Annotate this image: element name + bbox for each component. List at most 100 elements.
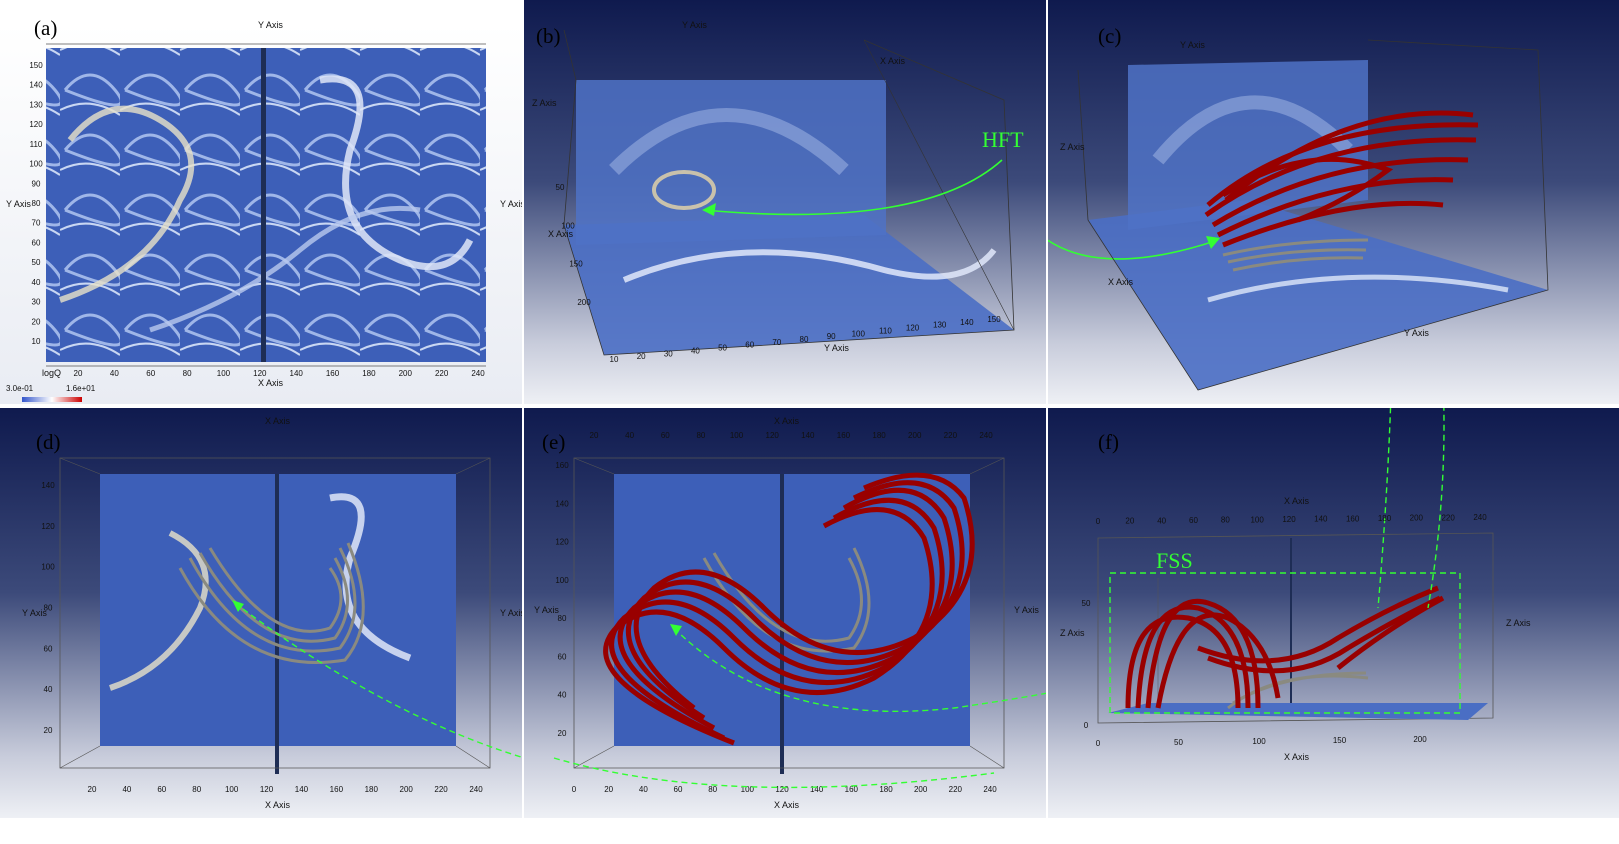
divider-d: [275, 474, 279, 774]
colorbar-title: logQ: [42, 368, 61, 378]
c-y-axis-label: Y Axis: [1404, 328, 1429, 338]
a-x-axis-label: X Axis: [258, 378, 284, 388]
panel-label-d: (d): [36, 430, 61, 454]
e-x-tick: 180: [872, 431, 886, 440]
box-e-edge-4: [969, 457, 1005, 475]
f-z-axis-label-right: Z Axis: [1506, 618, 1531, 628]
swirl-c-1: [1152, 95, 1353, 165]
panel-b: HFT 10 20 30 40 50 60 70 80 90 100 110 120 130 140 150…: [524, 0, 1046, 404]
b-y-tick: 40: [691, 346, 700, 355]
e-y-tick: 100: [555, 576, 569, 585]
a-x-tick: 20: [74, 369, 83, 378]
a-y-tick: 70: [32, 219, 41, 228]
hft-arrow-c: [1048, 239, 1219, 260]
a-y-tick: 120: [29, 120, 43, 129]
e-y-tick: 40: [558, 691, 567, 700]
e-y-tick: 140: [555, 499, 569, 508]
b-y-tick: 80: [800, 335, 809, 344]
b-y-tick: 10: [610, 355, 619, 364]
e-x-tick: 40: [625, 431, 634, 440]
panel-e: 20 40 60 80 100 120 140 160 180 200 220 240 0 20 40 60…: [524, 408, 1046, 818]
e-y-axis-label: Y Axis: [534, 605, 559, 615]
d-x-tick: 240: [469, 785, 483, 794]
e-y-tick: 60: [558, 652, 567, 661]
panel-f: FSS 0 20 40 60 80 100 120 140 160 180 200 220 240 0 5…: [1048, 408, 1619, 818]
panel-label-f: (f): [1098, 430, 1119, 454]
e-xb-tick: 180: [879, 785, 893, 794]
e-y-tick: 160: [555, 461, 569, 470]
a-y-tick: 40: [32, 278, 41, 287]
f-xb-tick: 0: [1096, 739, 1101, 748]
b-y-tick: 110: [879, 326, 892, 335]
d-x-tick: 160: [330, 785, 344, 794]
d-x-tick: 120: [260, 785, 274, 794]
c-box: [1077, 39, 1549, 391]
b-y-tick: 90: [827, 332, 836, 341]
f-xb-tick: 100: [1252, 737, 1266, 746]
d-y-tick: 40: [44, 685, 53, 694]
a-y-axis-label-left: Y Axis: [6, 199, 31, 209]
d-x-axis-label: X Axis: [265, 800, 291, 810]
b-z-axis-label: Z Axis: [532, 98, 557, 108]
f-x-tick: 100: [1250, 515, 1264, 524]
fss-arrowhead-e: [670, 624, 682, 636]
e-x-tick: 220: [944, 431, 958, 440]
swirl-d-2: [329, 493, 412, 662]
f-x-tick: 180: [1378, 514, 1392, 523]
e-xb-tick: 120: [775, 785, 789, 794]
d-y-tick: 120: [41, 522, 55, 531]
a-x-tick: 160: [326, 369, 340, 378]
d-x-tick: 20: [88, 785, 97, 794]
f-xb-tick: 200: [1413, 735, 1427, 744]
slice-b-wall: [576, 80, 886, 245]
sheared-field-c: [1222, 238, 1369, 272]
e-x-tick: 160: [837, 431, 851, 440]
e-xb-tick: 220: [949, 785, 963, 794]
panel-label-a: (a): [34, 16, 58, 40]
e-xb-tick: 80: [708, 785, 717, 794]
sheared-field-d: [178, 542, 365, 665]
c-z-axis-label: Z Axis: [1060, 142, 1085, 152]
f-x-tick: 160: [1346, 514, 1360, 523]
panel-c: X Axis Y Axis Z Axis Y Axis (c): [1048, 0, 1619, 404]
a-y-tick: 90: [32, 179, 41, 188]
colorbar: [22, 397, 82, 402]
b-x-tick: 50: [556, 183, 565, 192]
panel-label-b: (b): [536, 24, 561, 48]
b-y-tick: 120: [906, 324, 920, 333]
f-x-tick: 0: [1096, 517, 1101, 526]
flux-rope-e: [603, 472, 975, 746]
f-xb-tick: 50: [1174, 738, 1183, 747]
d-y-tick: 60: [44, 644, 53, 653]
a-x-tick: 120: [253, 369, 267, 378]
swirl-c-2: [1207, 274, 1509, 303]
b-y-tick: 130: [933, 321, 947, 330]
a-x-tick: 180: [362, 369, 376, 378]
divider-a: [261, 48, 266, 362]
e-xb-tick: 140: [810, 785, 824, 794]
e-xb-tick: 160: [845, 785, 859, 794]
hft-arrow-b: [703, 159, 1003, 216]
d-x-tick: 80: [192, 785, 201, 794]
b-y-tick: 20: [637, 352, 646, 361]
b-y-tick: 100: [852, 329, 866, 338]
c-y-axis-label-top: Y Axis: [1180, 40, 1205, 50]
swirl-d-1: [109, 530, 209, 691]
e-xb-tick: 60: [674, 785, 683, 794]
a-y-tick: 80: [32, 199, 41, 208]
a-x-tick: 200: [399, 369, 413, 378]
f-z-tick: 50: [1082, 599, 1091, 608]
b-y-axis-label: Y Axis: [824, 343, 849, 353]
e-x-tick: 140: [801, 431, 815, 440]
f-xb-tick: 150: [1333, 736, 1347, 745]
b-y-tick: 30: [664, 349, 673, 358]
d-x-tick: 60: [157, 785, 166, 794]
fss-link-c: [1377, 408, 1392, 609]
a-x-tick: 140: [290, 369, 304, 378]
e-y-axis-label-right: Y Axis: [1014, 605, 1039, 615]
f-x-tick: 120: [1282, 515, 1296, 524]
box-d-edge-1: [59, 745, 101, 769]
slice-c-floor: [1088, 200, 1548, 390]
a-y-axis-label-top: Y Axis: [258, 20, 283, 30]
d-x-tick: 220: [434, 785, 448, 794]
